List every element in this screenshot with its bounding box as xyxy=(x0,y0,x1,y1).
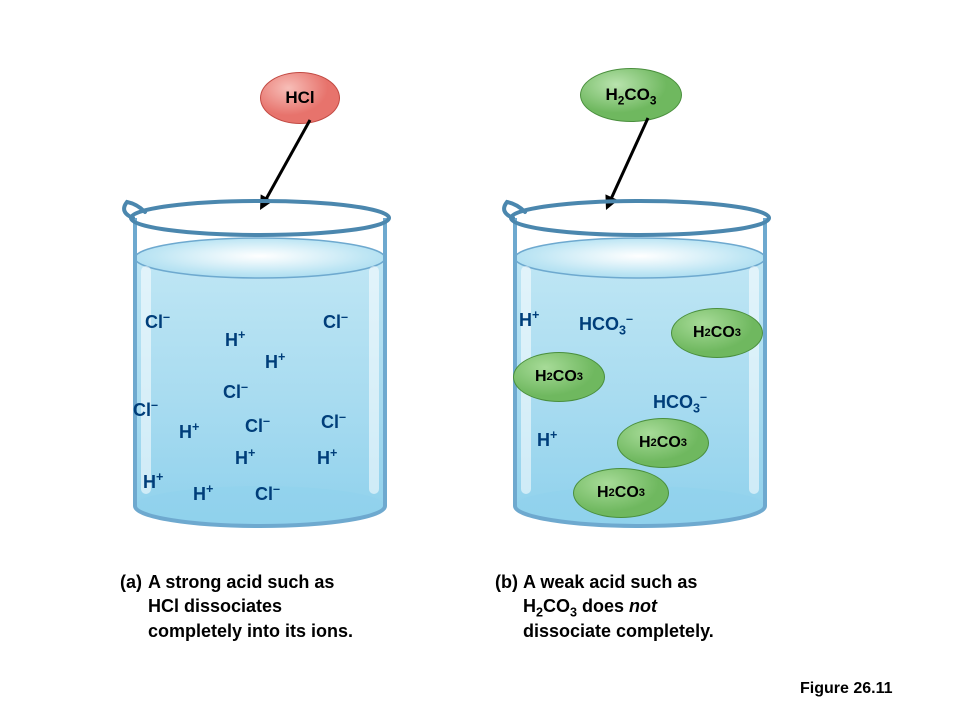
ion-label: H+ xyxy=(143,472,163,493)
ion-label: H+ xyxy=(235,448,255,469)
caption-left: (a)A strong acid such asHCl dissociatesc… xyxy=(120,570,420,643)
ion-label: Cl– xyxy=(321,412,346,433)
ion-label: H+ xyxy=(265,352,285,373)
ion-label: Cl– xyxy=(223,382,248,403)
ion-label: H+ xyxy=(537,430,557,451)
undissociated-molecule: H2CO3 xyxy=(617,418,709,468)
ion-label: Cl– xyxy=(145,312,170,333)
ion-label: H+ xyxy=(179,422,199,443)
ion-label: HCO3– xyxy=(653,392,707,413)
h2co3-label: H2CO3 xyxy=(605,85,656,105)
hcl-label: HCl xyxy=(285,88,314,108)
caption-line: HCl dissociates xyxy=(148,594,353,618)
beaker-left: Cl–Cl–H+H+Cl–Cl–H+Cl–Cl–H+H+H+H+Cl– xyxy=(115,190,405,530)
h2co3-molecule-bubble: H2CO3 xyxy=(580,68,682,122)
ion-label: Cl– xyxy=(255,484,280,505)
caption-line: A weak acid such as xyxy=(523,570,714,594)
figure-reference: Figure 26.11 xyxy=(800,680,893,698)
figure-container: HCl H2CO3 Cl–Cl–H+H+Cl–Cl–H+Cl–Cl–H+H+H+… xyxy=(0,0,960,720)
ion-label: Cl– xyxy=(133,400,158,421)
ion-label: HCO3– xyxy=(579,314,633,335)
ion-label: H+ xyxy=(225,330,245,351)
beaker-right: H2CO3H2CO3H2CO3H2CO3H+HCO3–HCO3–H+ xyxy=(495,190,785,530)
ion-label: Cl– xyxy=(323,312,348,333)
caption-line: A strong acid such as xyxy=(148,570,353,594)
caption-line: H2CO3 does not xyxy=(523,594,714,618)
ion-label: Cl– xyxy=(245,416,270,437)
hcl-molecule-bubble: HCl xyxy=(260,72,340,124)
undissociated-molecule: H2CO3 xyxy=(573,468,669,518)
ion-label: H+ xyxy=(193,484,213,505)
caption-line: dissociate completely. xyxy=(523,619,714,643)
caption-right: (b)A weak acid such asH2CO3 does notdiss… xyxy=(495,570,815,643)
caption-line: completely into its ions. xyxy=(148,619,353,643)
ion-label: H+ xyxy=(519,310,539,331)
ion-label: H+ xyxy=(317,448,337,469)
undissociated-molecule: H2CO3 xyxy=(671,308,763,358)
undissociated-molecule: H2CO3 xyxy=(513,352,605,402)
